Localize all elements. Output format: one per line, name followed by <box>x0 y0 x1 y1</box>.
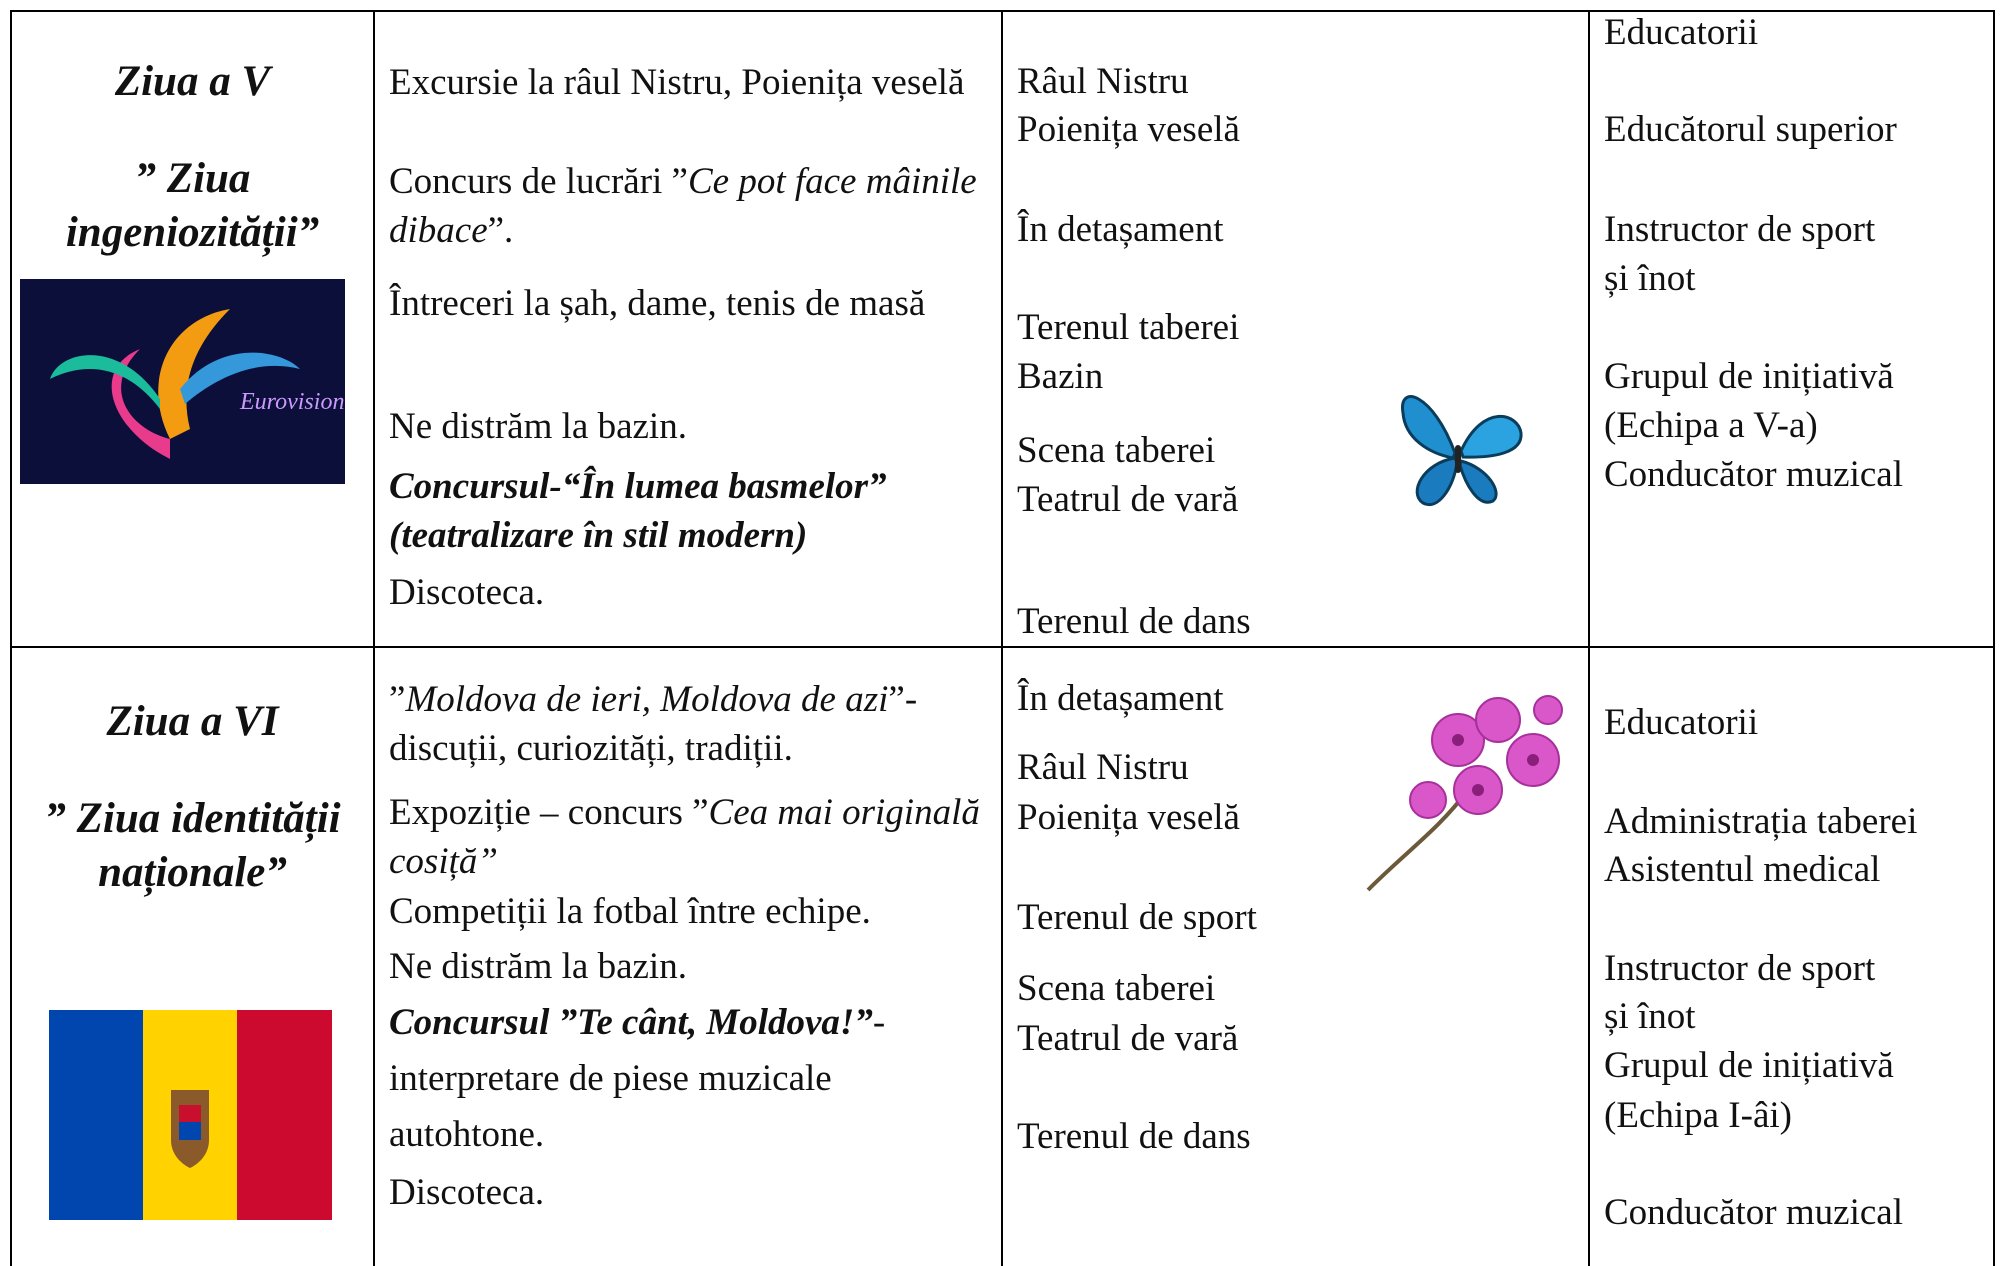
activity: ”Moldova de ieri, Moldova de azi”- discu… <box>389 675 989 773</box>
border <box>373 10 375 1266</box>
location: Poienița veselă <box>1017 797 1240 838</box>
activity: Discoteca. <box>389 1172 545 1213</box>
location: Scena taberei <box>1017 430 1216 471</box>
staff: Educatorii <box>1604 12 1759 53</box>
theme: ” Ziua identității naționale” <box>44 795 341 896</box>
activity: Excursie la râul Nistru, Poienița veselă <box>389 62 965 103</box>
staff: (Echipa a V-a) <box>1604 405 1818 446</box>
location: Poienița veselă <box>1017 109 1240 150</box>
staff: Educatorii <box>1604 702 1759 743</box>
staff: Instructor de sport <box>1604 209 1876 250</box>
day: Ziua a VI <box>106 698 279 745</box>
activity: Ne distrăm la bazin. <box>389 406 687 447</box>
location: Scena taberei <box>1017 968 1216 1009</box>
location: Bazin <box>1017 356 1104 397</box>
staff: Conducător muzical <box>1604 454 1903 495</box>
activity: Ne distrăm la bazin. <box>389 946 687 987</box>
staff: Administrația taberei <box>1604 801 1918 842</box>
location: În detașament <box>1017 678 1224 719</box>
staff: Instructor de sport <box>1604 948 1876 989</box>
staff: Grupul de inițiativă <box>1604 1045 1894 1086</box>
staff: și înot <box>1604 996 1696 1037</box>
activity: Competiții la fotbal între echipe. <box>389 891 871 932</box>
orchid <box>1366 695 1563 892</box>
text: Moldova de ieri, Moldova de azi <box>405 679 889 720</box>
staff: Educătorul superior <box>1604 109 1897 150</box>
text: ” <box>389 679 406 720</box>
text: Concursul ”Te cânt, Moldova!” <box>389 1002 873 1043</box>
staff: și înot <box>1604 258 1696 299</box>
activity: Întreceri la șah, dame, tenis de masă <box>389 283 926 324</box>
eurovision-logo: Eurovision <box>20 279 345 484</box>
border <box>1001 10 1003 1266</box>
location: Teatrul de vară <box>1017 1018 1239 1059</box>
location: Terenul de dans <box>1017 1116 1251 1157</box>
location: Teatrul de vară <box>1017 479 1239 520</box>
border <box>1588 10 1590 1266</box>
border <box>10 10 12 1266</box>
moldova-flag <box>49 1010 332 1220</box>
activity: Discoteca. <box>389 572 545 613</box>
butterfly <box>1401 395 1523 507</box>
text: Ce pot face mâinile dibace <box>389 161 977 251</box>
staff: (Echipa I-âi) <box>1604 1095 1792 1136</box>
location: În detașament <box>1017 209 1224 250</box>
text: Cea mai originală cosiță” <box>389 792 980 882</box>
activity: Concursul-“În lumea basmelor” (teatraliz… <box>389 466 887 556</box>
text: ”- discuții, curiozități, tradiții. <box>389 679 918 769</box>
text: Concurs de lucrări ” <box>389 161 688 202</box>
location: Terenul taberei <box>1017 307 1240 348</box>
location: Râul Nistru <box>1017 61 1189 102</box>
day: Ziua a V <box>114 58 271 105</box>
text: - interpretare de piese muzicale autohto… <box>389 1002 886 1155</box>
activity: Concurs de lucrări ”Ce pot face mâinile … <box>389 157 989 255</box>
theme: ” Ziua ingeniozității” <box>65 155 320 256</box>
location: Terenul de dans <box>1017 601 1251 642</box>
staff: Asistentul medical <box>1604 849 1881 890</box>
location: Terenul de sport <box>1017 897 1257 938</box>
location: Râul Nistru <box>1017 747 1189 788</box>
svg-text:Eurovision: Eurovision <box>239 389 344 415</box>
activity: Expoziție – concurs ”Cea mai originală c… <box>389 788 989 886</box>
staff: Conducător muzical <box>1604 1192 1903 1233</box>
text: Expoziție – concurs ” <box>389 792 709 833</box>
activity: Concursul ”Te cânt, Moldova!”- interpret… <box>389 995 989 1163</box>
border <box>1993 10 1995 1266</box>
text: ”. <box>487 210 514 251</box>
staff: Grupul de inițiativă <box>1604 356 1894 397</box>
